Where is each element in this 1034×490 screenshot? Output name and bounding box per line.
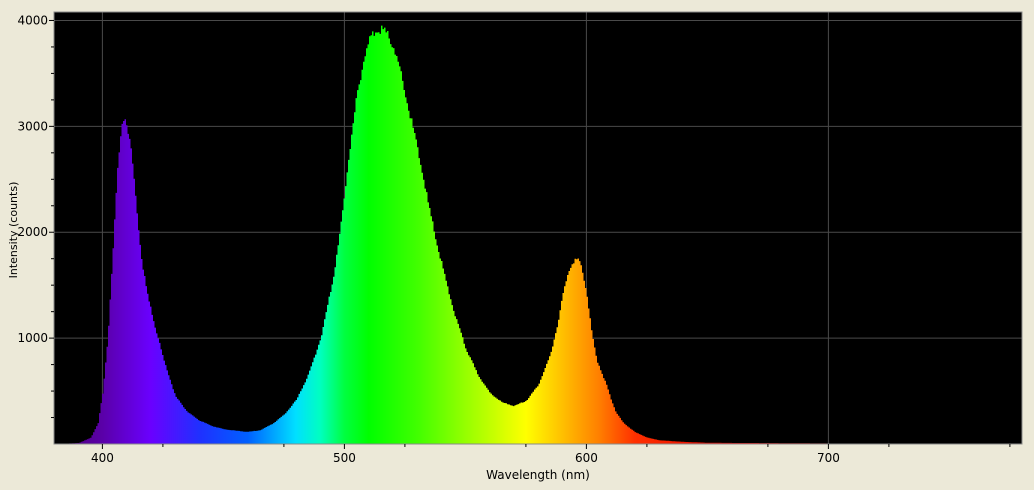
x-tick-label: 500	[333, 451, 356, 465]
x-tick-label: 400	[91, 451, 114, 465]
grid	[54, 12, 1022, 444]
plot-frame	[53, 11, 1023, 445]
y-tick-label: 4000	[17, 13, 48, 27]
plot-area	[54, 12, 1022, 444]
x-tick-label: 600	[575, 451, 598, 465]
x-axis-label: Wavelength (nm)	[486, 468, 590, 482]
spectrum-area	[54, 25, 1022, 444]
x-tick-label: 700	[817, 451, 840, 465]
axes	[53, 11, 1023, 445]
y-axis-label: Intensity (counts)	[7, 182, 20, 279]
y-tick-label: 3000	[17, 119, 48, 133]
y-tick-label: 2000	[17, 225, 48, 239]
tick-labels: 400 500 600 700 1000 2000 3000 4000	[17, 13, 1011, 465]
series-layer	[54, 25, 1022, 444]
y-tick-label: 1000	[17, 331, 48, 345]
